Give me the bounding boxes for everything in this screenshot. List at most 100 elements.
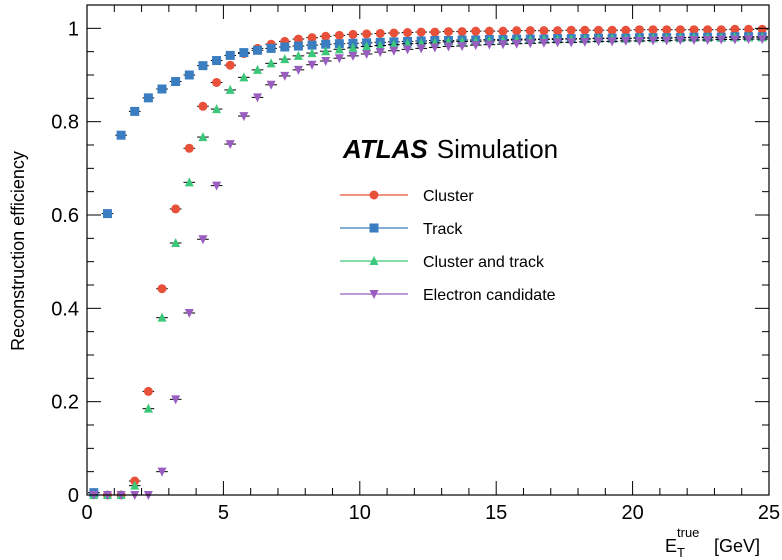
data-point xyxy=(457,42,467,52)
data-point xyxy=(362,29,372,39)
data-point xyxy=(566,25,576,35)
data-point xyxy=(512,26,522,36)
data-point xyxy=(307,40,317,50)
atlas-label: ATLAS Simulation xyxy=(342,134,558,164)
x-axis-label-sup: true xyxy=(677,525,699,540)
data-point xyxy=(703,36,713,45)
data-point xyxy=(621,25,631,35)
data-point xyxy=(280,42,290,52)
data-point xyxy=(334,54,344,64)
data-point xyxy=(634,36,644,46)
data-point xyxy=(143,386,153,396)
data-point xyxy=(348,29,358,39)
data-point xyxy=(157,312,167,322)
data-point xyxy=(225,140,235,150)
data-point xyxy=(484,26,494,36)
legend-marker xyxy=(369,290,379,299)
data-point xyxy=(348,42,358,52)
data-point xyxy=(307,48,317,58)
data-point xyxy=(198,132,208,142)
x-axis-label-unit: [GeV] xyxy=(714,536,760,556)
data-point xyxy=(184,309,194,318)
data-point xyxy=(621,36,631,46)
data-point xyxy=(716,35,726,45)
data-point xyxy=(443,27,453,37)
data-point xyxy=(239,112,249,122)
data-point xyxy=(293,50,303,60)
x-tick-label: 0 xyxy=(81,502,92,524)
data-point xyxy=(389,46,399,56)
data-point xyxy=(389,39,399,49)
data-point xyxy=(239,48,249,58)
legend-label: Cluster and track xyxy=(423,254,545,271)
data-point xyxy=(157,84,167,94)
data-point xyxy=(307,33,317,43)
data-point xyxy=(389,28,399,38)
data-point xyxy=(239,72,249,82)
data-point xyxy=(130,106,140,116)
data-point xyxy=(580,25,590,35)
data-point xyxy=(594,25,603,35)
data-point xyxy=(675,36,685,45)
data-point xyxy=(266,80,276,90)
data-point xyxy=(375,48,385,58)
data-point xyxy=(716,25,726,35)
y-tick-label: 0.8 xyxy=(51,112,79,134)
data-point xyxy=(689,36,699,45)
legend: Cluster Track Cluster and track Electron ca… xyxy=(340,188,556,304)
data-point xyxy=(184,143,194,153)
data-point xyxy=(280,54,290,64)
data-point xyxy=(403,28,413,38)
data-point xyxy=(116,130,126,140)
data-point xyxy=(348,51,358,61)
data-point xyxy=(143,403,153,413)
data-point xyxy=(416,44,426,54)
data-point xyxy=(744,24,754,34)
data-point xyxy=(293,65,303,75)
data-point xyxy=(730,35,740,45)
data-point xyxy=(457,27,467,37)
data-point xyxy=(566,38,576,48)
data-point xyxy=(198,61,208,71)
data-point xyxy=(512,39,522,49)
y-tick-label: 0.2 xyxy=(51,392,79,414)
data-point xyxy=(293,34,303,44)
atlas-label-text: Simulation xyxy=(437,134,558,164)
legend-label: Track xyxy=(423,221,463,238)
y-tick-label: 0 xyxy=(68,485,79,507)
data-point xyxy=(648,25,658,35)
data-point xyxy=(525,26,535,36)
data-point xyxy=(266,58,276,68)
data-point xyxy=(553,26,563,36)
data-point xyxy=(212,56,222,66)
data-point xyxy=(580,37,590,47)
data-point xyxy=(102,209,112,219)
data-point xyxy=(198,101,208,111)
data-point xyxy=(471,41,481,51)
data-point xyxy=(293,41,303,51)
y-tick-label: 0.4 xyxy=(51,298,79,320)
data-point xyxy=(430,43,440,53)
data-point xyxy=(334,39,344,49)
data-point xyxy=(675,25,685,35)
data-point xyxy=(525,39,535,49)
data-point xyxy=(321,39,331,49)
plot-frame xyxy=(86,4,770,496)
data-point xyxy=(403,45,413,55)
x-axis-label: ET true [GeV] xyxy=(665,525,760,560)
x-tick-label: 15 xyxy=(485,502,507,524)
data-point xyxy=(212,181,222,191)
data-point xyxy=(171,238,181,247)
data-point xyxy=(307,60,317,70)
data-point xyxy=(484,40,494,50)
data-point xyxy=(225,50,235,60)
data-point xyxy=(375,28,385,38)
data-point xyxy=(498,26,508,36)
data-point xyxy=(539,26,549,36)
data-point xyxy=(225,60,235,70)
data-point xyxy=(443,42,453,52)
data-point xyxy=(225,84,235,94)
y-tick-label: 0.6 xyxy=(51,205,79,227)
x-tick-label: 25 xyxy=(758,502,780,524)
data-point xyxy=(253,93,262,103)
